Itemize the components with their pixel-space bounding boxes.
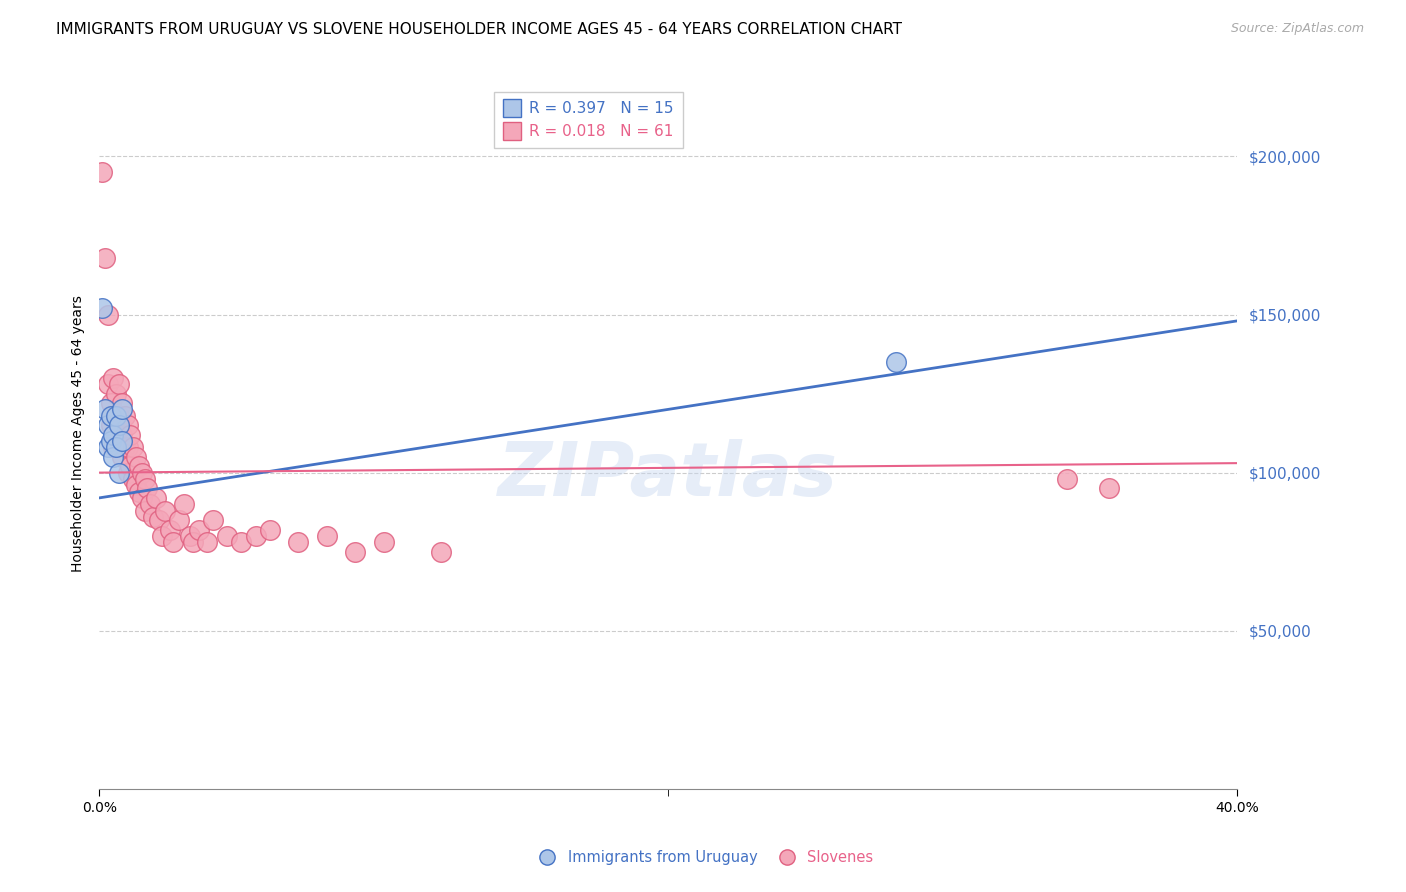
Point [173,497,195,511]
Point [134,472,156,486]
Point [231,535,253,549]
Text: ZIPatlas: ZIPatlas [498,439,838,512]
Point [1056,472,1078,486]
Point [108,418,131,433]
Point [128,484,150,499]
Point [195,535,218,549]
Point [105,440,128,454]
Point [187,523,209,537]
Point [103,371,125,385]
Point [91,301,114,316]
Point [103,427,125,442]
Point [131,491,153,505]
Point [105,409,128,423]
Point [108,466,131,480]
Legend: R = 0.397   N = 15, R = 0.018   N = 61: R = 0.397 N = 15, R = 0.018 N = 61 [494,92,683,148]
Point [103,409,125,423]
Point [122,472,145,486]
Point [153,503,176,517]
Point [287,535,309,549]
Point [103,440,125,454]
Point [884,355,907,369]
Y-axis label: Householder Income Ages 45 - 64 years: Householder Income Ages 45 - 64 years [72,294,86,572]
Point [344,544,367,558]
Point [128,459,150,474]
Point [122,440,145,454]
Point [139,497,162,511]
Point [105,427,128,442]
Point [120,459,142,474]
Point [100,409,122,423]
Point [97,377,120,392]
Point [111,396,134,410]
Point [181,535,204,549]
Point [114,440,136,454]
Point [117,418,139,433]
Point [103,450,125,464]
Point [142,509,165,524]
Point [94,402,117,417]
Point [179,529,201,543]
Point [100,396,122,410]
Point [131,466,153,480]
Point [159,523,181,537]
Point [120,427,142,442]
Point [125,450,148,464]
Point [150,529,173,543]
Point [97,440,120,454]
Point [111,402,134,417]
Point [315,529,337,543]
Point [125,478,148,492]
Point [91,165,114,179]
Point [148,513,170,527]
Point [117,440,139,454]
Point [162,535,184,549]
Point [136,482,159,496]
Point [134,503,156,517]
Point [245,529,267,543]
Point [117,466,139,480]
Point [108,440,131,454]
Point [259,523,281,537]
Point [100,434,122,448]
Point [201,513,224,527]
Point [94,251,117,265]
Point [429,544,451,558]
Point [105,386,128,401]
Point [108,377,131,392]
Legend: Immigrants from Uruguay, Slovenes: Immigrants from Uruguay, Slovenes [527,845,879,871]
Point [100,418,122,433]
Point [111,427,134,442]
Point [97,418,120,433]
Point [108,409,131,423]
Point [1098,482,1121,496]
Text: IMMIGRANTS FROM URUGUAY VS SLOVENE HOUSEHOLDER INCOME AGES 45 - 64 YEARS CORRELA: IMMIGRANTS FROM URUGUAY VS SLOVENE HOUSE… [56,22,903,37]
Point [97,308,120,322]
Point [114,409,136,423]
Point [111,434,134,448]
Point [217,529,239,543]
Point [373,535,395,549]
Point [145,491,167,505]
Text: Source: ZipAtlas.com: Source: ZipAtlas.com [1230,22,1364,36]
Point [111,450,134,464]
Point [167,513,190,527]
